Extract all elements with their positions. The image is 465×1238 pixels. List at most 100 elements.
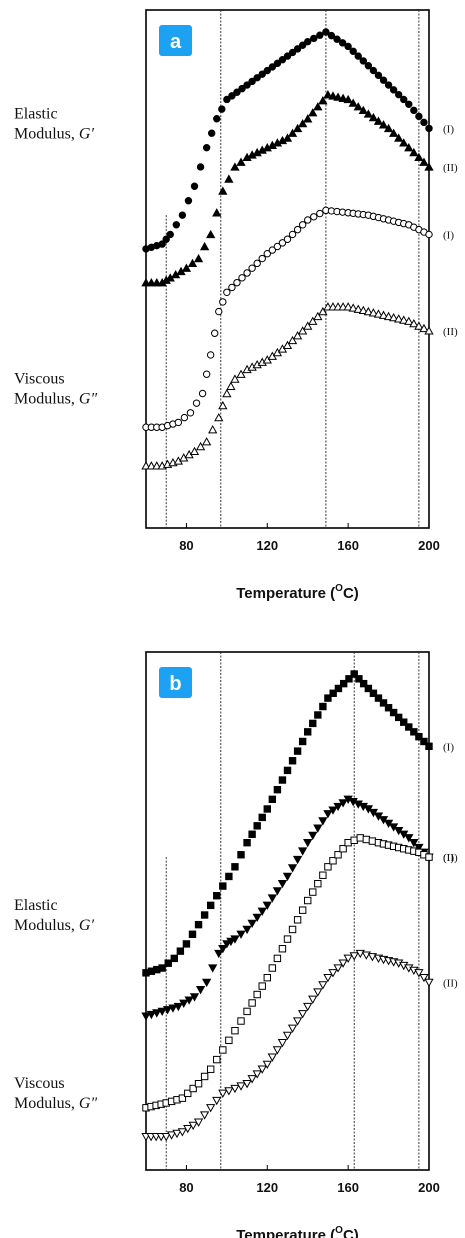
- data-point: [202, 143, 211, 152]
- data-point: [338, 799, 348, 808]
- data-point: [208, 964, 218, 973]
- data-point: [292, 855, 303, 865]
- group-label-line1: Viscous: [14, 371, 65, 388]
- data-point: [188, 1121, 198, 1131]
- data-point: [200, 1072, 209, 1081]
- data-point: [236, 157, 246, 166]
- data-point: [361, 951, 371, 960]
- data-point: [162, 235, 170, 243]
- data-point: [224, 174, 234, 183]
- data-point: [322, 28, 330, 36]
- data-point: [238, 274, 246, 282]
- data-point: [181, 263, 192, 272]
- data-point: [309, 719, 317, 728]
- data-point: [298, 847, 308, 856]
- data-point: [298, 221, 307, 229]
- data-point: [323, 90, 333, 99]
- data-point: [310, 34, 318, 43]
- data-point: [419, 323, 429, 333]
- data-point: [323, 973, 333, 983]
- data-point: [338, 39, 347, 47]
- data-point: [206, 229, 216, 239]
- data-point: [258, 982, 266, 990]
- series-2: [141, 795, 434, 1021]
- data-point: [187, 258, 198, 268]
- data-point: [420, 118, 428, 127]
- data-point: [218, 1089, 228, 1098]
- data-point: [233, 88, 241, 96]
- data-point: [333, 802, 343, 812]
- series-tag: (I): [443, 741, 454, 753]
- data-point: [415, 112, 423, 121]
- data-point: [409, 318, 419, 328]
- data-point: [319, 702, 327, 711]
- data-point: [225, 1036, 233, 1045]
- data-point: [359, 679, 368, 688]
- data-point: [419, 973, 429, 983]
- data-point: [164, 959, 172, 967]
- data-point: [278, 239, 287, 247]
- data-point: [201, 437, 212, 446]
- data-point: [303, 321, 313, 330]
- data-point: [194, 920, 203, 929]
- data-point: [273, 59, 282, 68]
- data-point: [424, 162, 434, 171]
- data-point: [308, 316, 318, 325]
- data-point: [292, 331, 303, 340]
- data-point: [186, 409, 195, 417]
- data-point: [268, 964, 277, 972]
- data-point: [313, 988, 323, 997]
- data-point: [303, 1002, 313, 1012]
- data-point: [263, 973, 271, 982]
- data-point: [333, 92, 343, 101]
- series-tag: (II): [443, 852, 458, 864]
- x-axis-title: Temperature (OC): [236, 583, 359, 602]
- panel-badge: [159, 667, 192, 698]
- data-point: [179, 999, 189, 1008]
- data-point: [288, 48, 297, 57]
- data-point: [363, 306, 374, 316]
- data-point: [212, 208, 222, 217]
- data-point: [212, 1096, 222, 1106]
- x-tick-label: 200: [418, 538, 440, 553]
- data-point: [273, 242, 282, 251]
- data-point: [374, 71, 383, 80]
- data-point: [358, 305, 368, 315]
- data-point: [262, 901, 272, 910]
- data-point: [222, 388, 232, 398]
- data-point: [283, 235, 292, 243]
- data-point: [183, 1124, 193, 1134]
- data-point: [400, 95, 408, 104]
- data-point: [141, 278, 151, 287]
- data-point: [178, 211, 187, 219]
- data-point: [248, 830, 256, 838]
- data-point: [233, 278, 241, 287]
- data-point: [343, 302, 353, 311]
- data-point: [190, 182, 199, 190]
- data-point: [324, 863, 332, 871]
- data-point: [362, 835, 371, 844]
- data-point: [353, 304, 363, 313]
- data-point: [293, 225, 302, 234]
- data-point: [219, 1046, 227, 1054]
- data-point: [369, 66, 378, 75]
- x-tick-label: 200: [418, 1180, 440, 1195]
- series-4: [141, 949, 434, 1142]
- data-point: [298, 906, 307, 914]
- data-point: [313, 311, 323, 321]
- data-point: [364, 62, 373, 70]
- data-point: [180, 413, 189, 422]
- data-point: [198, 389, 207, 398]
- data-point: [192, 399, 201, 407]
- data-point: [293, 45, 302, 53]
- data-point: [310, 213, 318, 221]
- data-point: [206, 351, 215, 359]
- data-point: [309, 888, 317, 896]
- data-point: [195, 986, 206, 995]
- data-point: [194, 1080, 203, 1088]
- data-point: [273, 954, 282, 963]
- data-point: [189, 446, 200, 456]
- series-4: [141, 302, 434, 470]
- data-point: [384, 81, 393, 89]
- data-point: [282, 340, 293, 349]
